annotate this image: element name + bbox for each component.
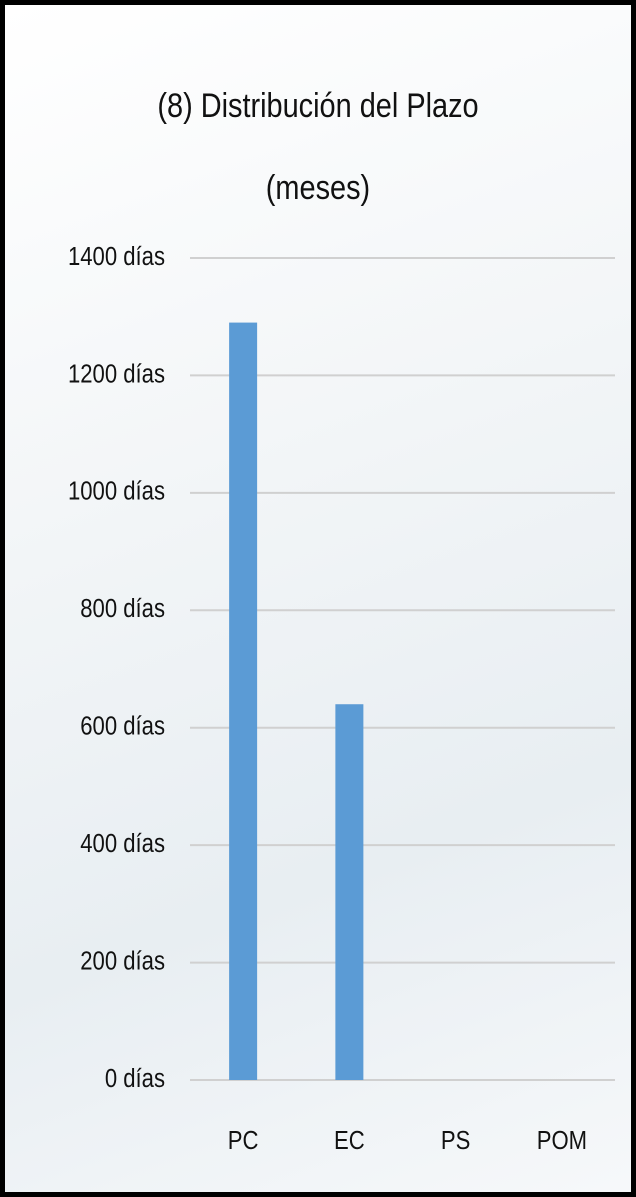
y-tick-label: 200 días [80,947,165,976]
y-tick-label: 1200 días [68,360,165,389]
y-tick-label: 600 días [80,712,165,741]
y-tick-label: 1000 días [68,477,165,506]
chart: 0 días 200 días 400 días 600 días 800 días 10… [68,242,615,1155]
y-tick-label: 0 días [105,1064,165,1093]
bar [229,322,258,1081]
y-tick-label: 1400 días [68,242,165,271]
y-tick-label: 400 días [80,829,165,858]
chart-title: (8) Distribución del Plazo (meses) [157,87,479,207]
x-tick-label: PS [441,1126,470,1155]
x-tick-label: EC [334,1126,365,1155]
bar [335,704,364,1080]
x-tick-label: POM [537,1126,587,1155]
y-tick-label: 800 días [80,595,165,624]
x-tick-label: PC [228,1126,259,1155]
